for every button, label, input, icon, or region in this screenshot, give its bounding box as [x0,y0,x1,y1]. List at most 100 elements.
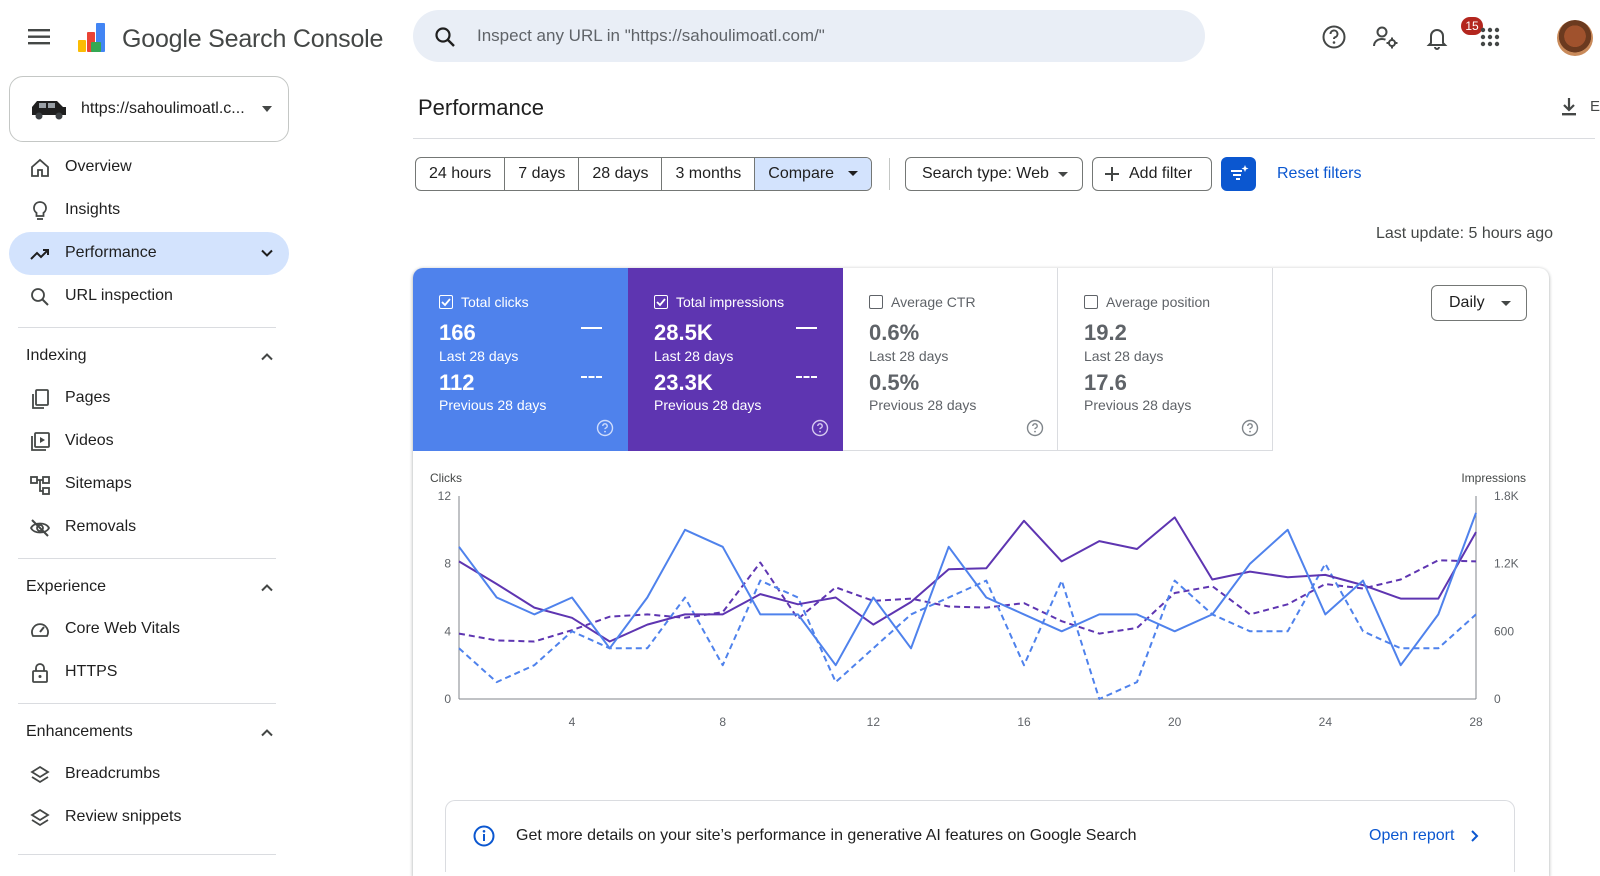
sidebar-divider [18,854,276,855]
sidebar-item-url-inspection[interactable]: URL inspection [9,275,289,318]
add-filter-label: Add filter [1129,165,1193,182]
performance-card: Total clicks 166 Last 28 days 112 Previo… [413,268,1549,876]
sidebar-item-https[interactable]: HTTPS [9,651,289,694]
y-tick-label: 8 [444,557,451,571]
compare-label: Compare [768,165,835,182]
sidebar-item-label: Review snippets [65,808,182,825]
chevron-up-icon[interactable] [260,350,274,364]
solid-line-legend [581,327,602,329]
search-console-logo[interactable] [74,20,110,56]
filter-settings-button[interactable] [1221,157,1256,191]
metric-total-clicks[interactable]: Total clicks 166 Last 28 days 112 Previo… [413,268,628,451]
x-tick-label: 12 [867,715,881,729]
layers-icon [29,764,51,786]
open-report-link[interactable]: Open report [1369,827,1455,844]
property-selector[interactable]: https://sahoulimoatl.c... [9,76,289,142]
sidebar-item-label: Performance [65,244,157,261]
sidebar-item-overview[interactable]: Overview [9,146,289,189]
sidebar-item-breadcrumbs[interactable]: Breadcrumbs [9,753,289,796]
user-avatar[interactable] [1557,20,1593,56]
range-7-days[interactable]: 7 days [505,158,580,190]
sidebar-item-pages[interactable]: Pages [9,377,289,420]
add-filter-button[interactable]: Add filter [1092,157,1212,191]
range-compare[interactable]: Compare [755,158,872,190]
caret-down-icon [848,171,859,177]
sidebar: https://sahoulimoatl.c... Overview Insig… [0,74,296,876]
search-icon [29,286,51,308]
y2-tick-label: 0 [1494,692,1501,706]
sidebar-divider [18,327,276,328]
help-icon[interactable] [1241,419,1259,437]
metric-period: Last 28 days [654,348,734,364]
y2-axis-title: Impressions [1461,471,1526,485]
top-app-bar: Google Search Console Inspect any URL in… [0,0,1600,74]
video-icon [29,431,51,453]
property-url-label: https://sahoulimoatl.c... [81,100,245,117]
chevron-down-icon[interactable] [260,246,274,260]
trending-up-icon [29,243,51,265]
plus-icon [1104,166,1120,182]
sidebar-item-sitemaps[interactable]: Sitemaps [9,463,289,506]
metric-value: 166 [439,320,476,345]
sidebar-divider [18,703,276,704]
reset-filters-link[interactable]: Reset filters [1277,165,1362,182]
date-range-selector: 24 hours 7 days 28 days 3 months Compare [415,157,873,191]
y-axis-title: Clicks [430,471,462,485]
metric-prev-value: 23.3K [654,370,713,395]
range-28-days[interactable]: 28 days [579,158,663,190]
granularity-dropdown[interactable]: Daily [1431,285,1527,321]
metric-name: Average position [1106,294,1211,310]
sidebar-item-label: Overview [65,158,132,175]
sidebar-item-videos[interactable]: Videos [9,420,289,463]
sidebar-item-label: Breadcrumbs [65,765,161,782]
range-24-hours[interactable]: 24 hours [416,158,506,190]
sidebar-item-label: Videos [65,432,114,449]
export-label: EXPORT [1590,98,1600,115]
chevron-up-icon[interactable] [260,726,274,740]
help-icon[interactable] [1319,22,1349,52]
chevron-up-icon[interactable] [260,581,274,595]
sidebar-item-core-web-vitals[interactable]: Core Web Vitals [9,608,289,651]
y2-tick-label: 600 [1494,624,1514,638]
impressions-previous-series-line [458,559,1477,643]
metric-period: Last 28 days [869,348,949,364]
eye-off-icon [29,517,51,539]
help-icon[interactable] [596,419,614,437]
solid-line-legend [796,327,817,329]
help-icon[interactable] [811,419,829,437]
url-inspect-search-bar[interactable]: Inspect any URL in "https://sahoulimoatl… [413,10,1205,62]
property-favicon [30,99,68,121]
account-settings-icon[interactable] [1370,22,1400,52]
caret-down-icon [262,106,272,112]
metric-total-impressions[interactable]: Total impressions 28.5K Last 28 days 23.… [628,268,843,451]
app-brand-title: Google Search Console [122,25,384,53]
checkbox-unchecked-icon[interactable] [1084,295,1098,309]
sidebar-item-removals[interactable]: Removals [9,506,289,549]
main-menu-icon[interactable] [22,22,56,52]
metric-average-position[interactable]: Average position 19.2 Last 28 days 17.6 … [1058,268,1273,451]
metric-prev-value: 112 [439,370,475,395]
checkbox-checked-icon[interactable] [654,295,668,309]
checkbox-unchecked-icon[interactable] [869,295,883,309]
search-type-label: Search type: Web [922,165,1049,182]
search-type-dropdown[interactable]: Search type: Web [905,157,1083,191]
help-icon[interactable] [1026,419,1044,437]
section-title-enhancements: Enhancements [26,723,133,740]
metric-value: 19.2 [1084,320,1127,345]
checkbox-checked-icon[interactable] [439,295,453,309]
chevron-right-icon[interactable] [1468,829,1480,843]
metric-average-ctr[interactable]: Average CTR 0.6% Last 28 days 0.5% Previ… [843,268,1058,451]
download-icon [1558,96,1580,118]
notifications-bell-icon[interactable] [1422,22,1452,52]
apps-grid-icon[interactable] [1475,22,1505,52]
sidebar-divider [18,558,276,559]
x-tick-label: 20 [1168,715,1182,729]
sidebar-item-review-snippets[interactable]: Review snippets [9,796,289,839]
speedometer-icon [29,619,51,641]
sidebar-item-label: Sitemaps [65,475,132,492]
sidebar-item-insights[interactable]: Insights [9,189,289,232]
notifications-count-badge: 15 [1461,17,1483,35]
range-3-months[interactable]: 3 months [662,158,756,190]
sidebar-item-label: Core Web Vitals [65,620,181,637]
sidebar-item-performance[interactable]: Performance [9,232,289,275]
